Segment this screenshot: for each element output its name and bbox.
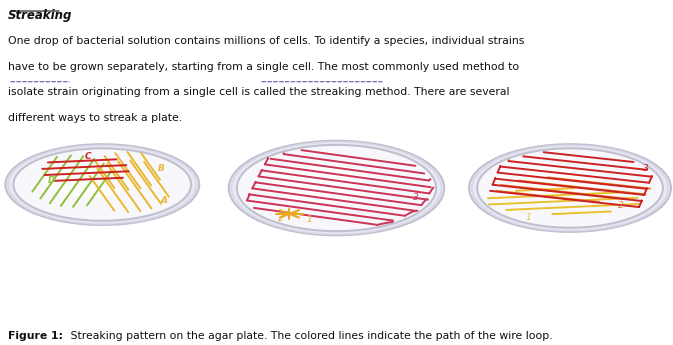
Text: Figure 1:: Figure 1: (8, 331, 63, 341)
Ellipse shape (469, 144, 671, 232)
Text: Streaking pattern on the agar plate. The colored lines indicate the path of the : Streaking pattern on the agar plate. The… (67, 331, 553, 341)
Ellipse shape (474, 148, 671, 232)
Ellipse shape (237, 145, 436, 231)
Text: D: D (48, 176, 56, 185)
Text: different ways to streak a plate.: different ways to streak a plate. (8, 113, 182, 123)
Text: B: B (158, 164, 165, 172)
Text: C: C (84, 152, 91, 161)
Text: 3: 3 (643, 164, 648, 172)
Ellipse shape (232, 142, 441, 234)
Text: One drop of bacterial solution contains millions of cells. To identify a species: One drop of bacterial solution contains … (8, 36, 524, 46)
Ellipse shape (8, 146, 197, 224)
Ellipse shape (5, 144, 199, 225)
Text: have to be grown separately, starting from a single cell. The most commonly used: have to be grown separately, starting fr… (8, 62, 519, 72)
Ellipse shape (229, 141, 444, 235)
Ellipse shape (234, 144, 445, 235)
Ellipse shape (474, 147, 666, 229)
Text: Streaking: Streaking (8, 9, 73, 22)
Text: 2: 2 (278, 214, 283, 223)
Ellipse shape (472, 146, 668, 230)
Ellipse shape (44, 165, 133, 197)
Ellipse shape (477, 148, 663, 228)
Text: 1: 1 (526, 213, 531, 222)
Text: isolate strain originating from a single cell is called the streaking method. Th: isolate strain originating from a single… (8, 87, 509, 97)
Text: 3: 3 (413, 193, 419, 202)
Ellipse shape (272, 164, 371, 203)
Text: 2: 2 (618, 201, 623, 210)
Ellipse shape (11, 148, 199, 225)
Text: A: A (161, 196, 168, 205)
Ellipse shape (13, 148, 191, 221)
Ellipse shape (509, 166, 602, 202)
Ellipse shape (234, 144, 439, 233)
Ellipse shape (11, 147, 194, 222)
Text: 1: 1 (307, 215, 312, 224)
